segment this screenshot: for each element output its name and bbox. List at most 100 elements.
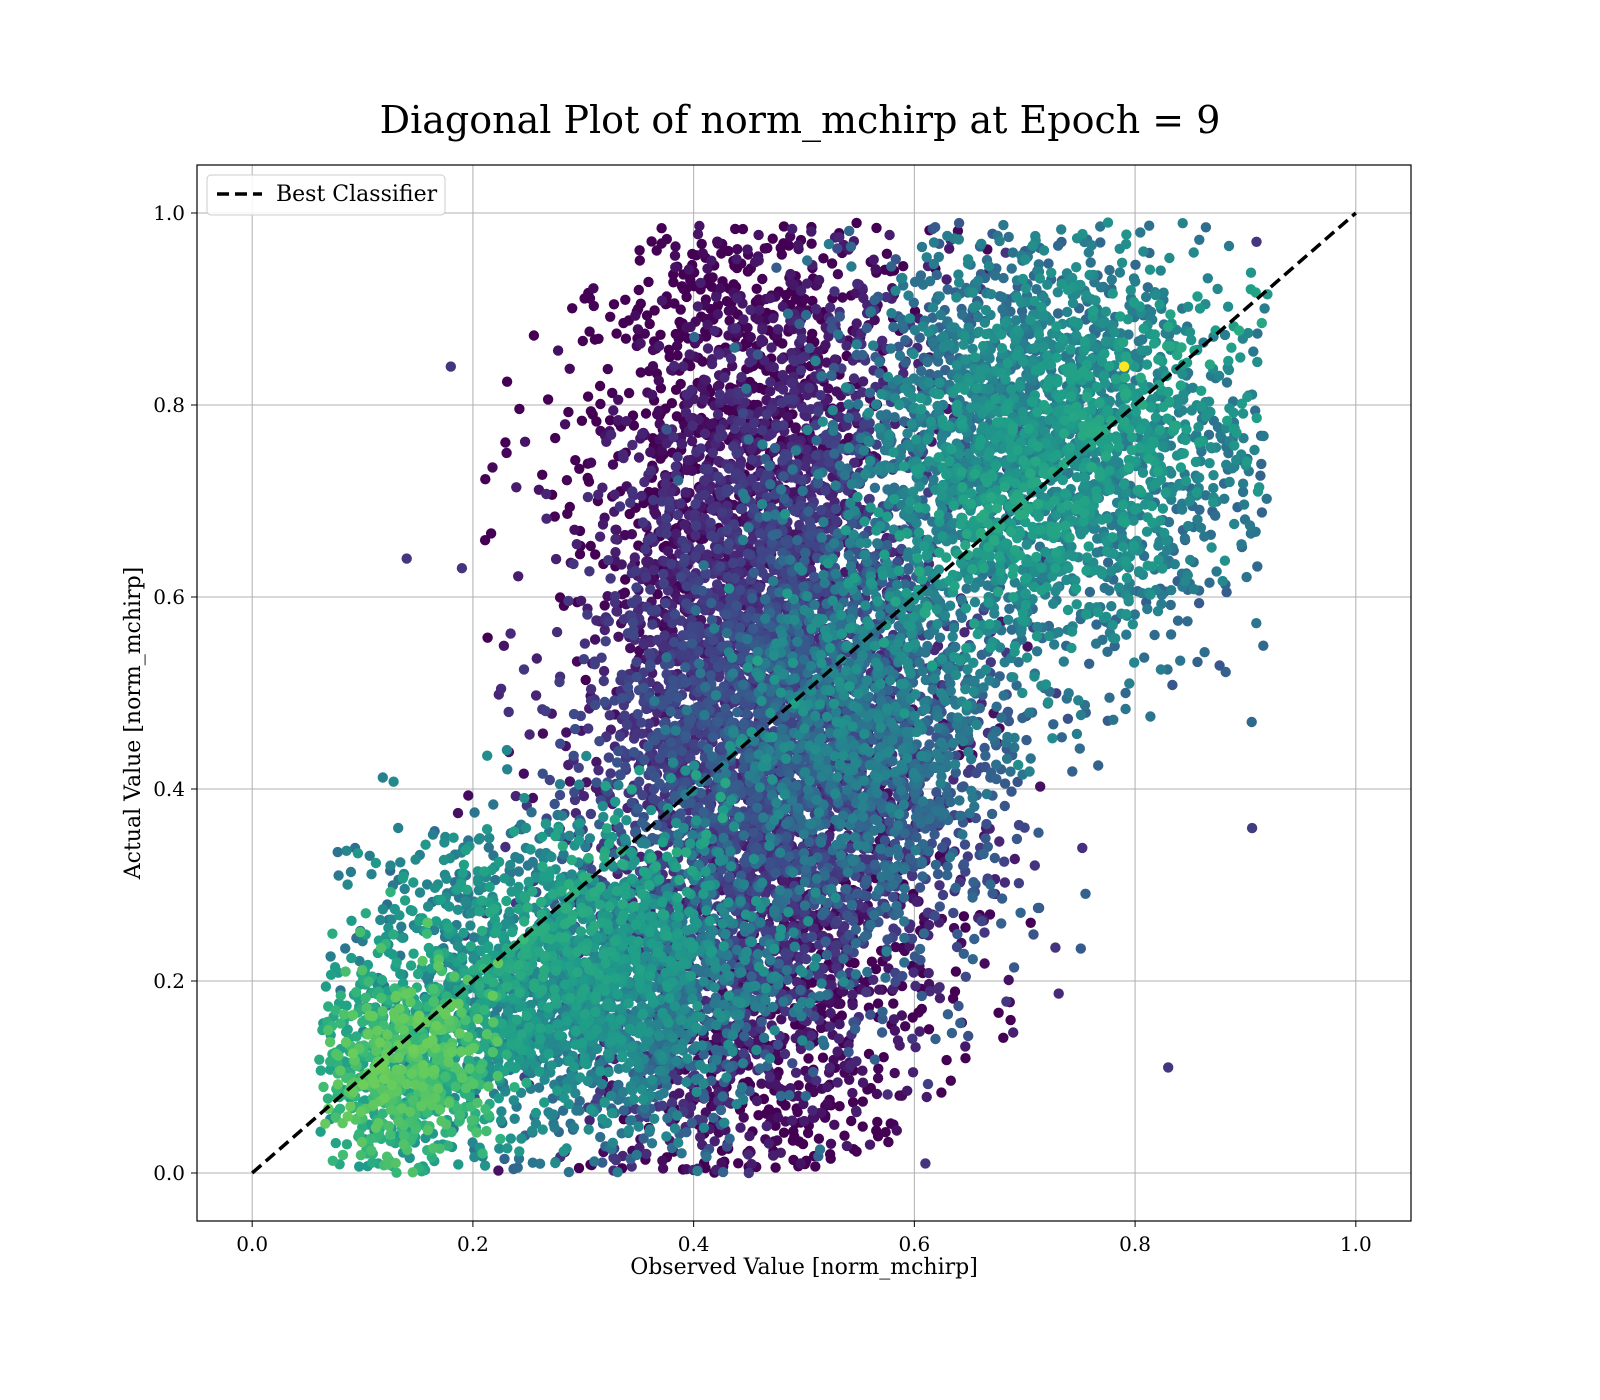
scatter-point [778,238,789,249]
scatter-point [585,540,596,552]
scatter-point [829,286,840,297]
scatter-point [832,1046,843,1057]
scatter-point [914,1026,925,1037]
scatter-point [824,1062,836,1074]
scatter-point [824,1149,836,1160]
scatter-point [648,494,659,506]
scatter-point [648,793,659,804]
scatter-point [751,283,762,294]
scatter-point [721,487,732,498]
scatter-point [656,295,668,306]
scatter-point [958,911,970,922]
scatter-point [653,405,664,417]
scatter-point [584,566,595,577]
scatter-point [832,269,844,280]
scatter-point [1008,1027,1019,1038]
scatter-point [756,337,767,348]
scatter-point [628,733,640,744]
scatter-point [574,549,586,560]
scatter-point [795,365,807,376]
scatter-point [687,420,698,431]
scatter-point [870,264,881,275]
scatter-point [582,391,594,402]
scatter-point [767,1150,779,1161]
scatter-point [646,532,658,543]
scatter-point [684,349,695,360]
scatter-point [653,375,664,386]
scatter-point [788,1126,799,1137]
scatter-point [907,870,918,882]
scatter-point [610,534,621,545]
scatter-point [619,710,630,721]
scatter-point [902,1085,913,1097]
scatter-point [500,437,511,448]
scatter-point [712,299,724,311]
scatter-point [637,428,648,439]
scatter-point [816,1002,827,1013]
scatter-point [934,880,945,891]
scatter-point [683,264,695,275]
scatter-point [695,277,706,289]
scatter-point [731,448,742,459]
scatter-point [663,496,675,507]
scatter-point [825,302,836,313]
scatter-point [617,449,629,460]
scatter-point [763,1138,775,1149]
scatter-point [590,549,601,560]
scatter-point [732,244,743,255]
scatter-point [817,1052,829,1063]
scatter-point [644,318,655,330]
scatter-point [753,255,764,266]
scatter-point [621,416,632,427]
scatter-point [675,498,686,509]
scatter-point [725,305,736,316]
scatter-point [1013,878,1025,889]
scatter-point [780,1100,791,1111]
scatter-point [891,1125,902,1136]
scatter-point [806,238,817,249]
scatter-point [1019,822,1030,833]
scatter-point [604,415,616,426]
scatter-point [705,517,716,528]
scatter-point [824,1021,836,1032]
scatter-point [666,558,677,570]
scatter-point [834,1101,845,1112]
scatter-point [806,226,817,237]
scatter-point [768,362,779,373]
scatter-point [832,1077,843,1088]
scatter-point [583,723,594,734]
scatter-point [922,1078,934,1090]
scatter-point [805,334,817,345]
scatter-point [456,563,468,574]
scatter-point [871,222,882,234]
scatter-point [487,462,498,473]
scatter-point [822,1081,833,1093]
scatter-point [738,1112,749,1123]
scatter-point [874,984,885,995]
scatter-point [736,503,748,514]
scatter-point [778,1127,790,1138]
scatter-point [605,768,616,779]
scatter-point [857,1096,868,1107]
scatter-point [706,358,718,370]
scatter-point [524,729,535,740]
scatter-point [645,465,657,477]
scatter-point [767,233,778,244]
scatter-point [907,1033,918,1045]
scatter-point [541,513,552,524]
scatter-point [789,505,800,517]
scatter-points [314,217,1273,1179]
scatter-point [788,355,799,366]
scatter-point [493,1165,504,1176]
scatter-point [998,1032,1009,1044]
scatter-point [690,530,701,541]
scatter-point [976,916,987,927]
scatter-point [697,248,708,259]
scatter-point [1009,853,1020,865]
scatter-point [686,436,698,447]
scatter-point [513,571,524,582]
scatter-point [646,236,657,247]
scatter-point [868,254,879,265]
scatter-point [630,566,641,577]
scatter-point [541,488,552,500]
